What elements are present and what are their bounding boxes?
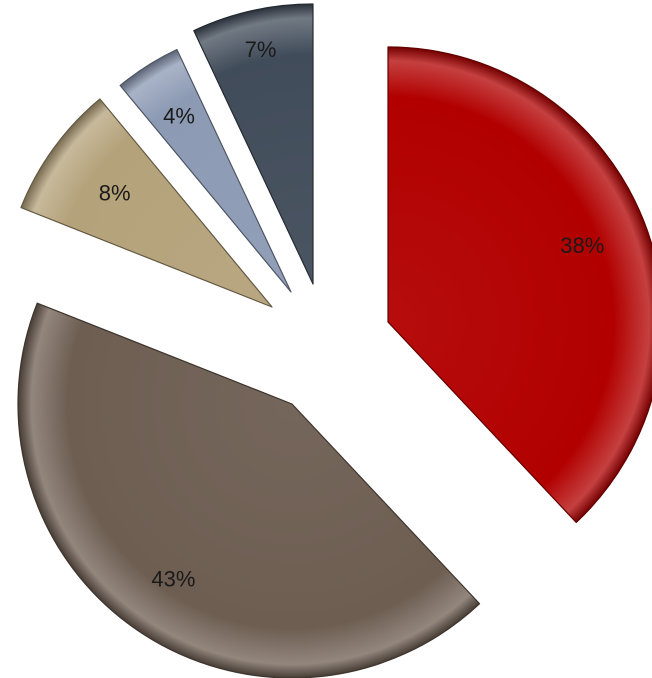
labels-layer: 38% 43% 8% 4% 7% — [99, 37, 605, 592]
slice-label-1: 38% — [560, 233, 604, 258]
pie-slice-5 — [193, 3, 314, 285]
pie-slice-3 — [20, 98, 273, 308]
slice-label-4: 4% — [163, 104, 195, 129]
slice-label-3: 8% — [99, 181, 131, 206]
pie-slice-1 — [387, 46, 652, 524]
slice-label-5: 7% — [245, 37, 277, 62]
slice-label-2: 43% — [151, 567, 195, 592]
pie-slice-2 — [17, 302, 481, 678]
slices-layer — [17, 3, 652, 678]
pie-slice-4 — [119, 48, 292, 293]
